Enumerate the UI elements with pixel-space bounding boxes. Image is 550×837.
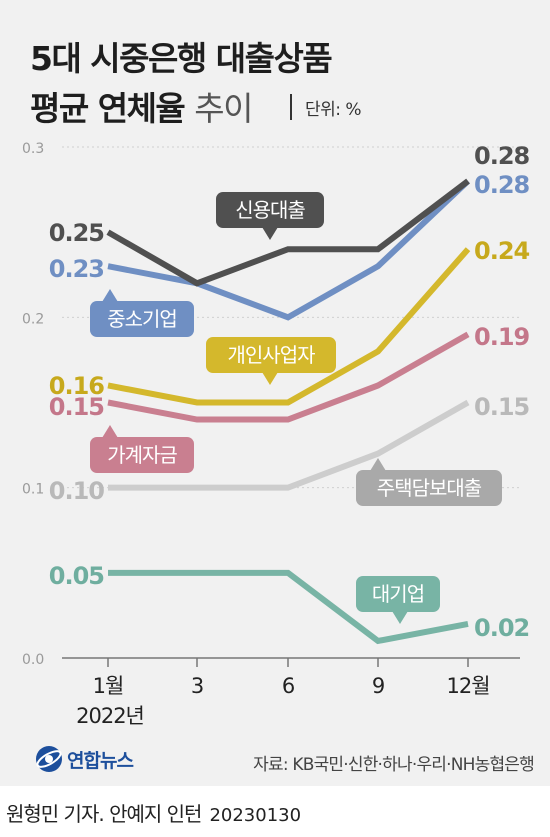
footer-source-row: 연합뉴스 자료: KB국민·신한·하나·우리·NH농협은행 (0, 742, 550, 782)
y-tick-label: 0.2 (22, 311, 44, 327)
series-line-2 (107, 178, 471, 321)
start-value-label: 0.15 (49, 393, 105, 421)
series-name-label: 신용대출 (235, 198, 305, 222)
series-line-3 (107, 247, 471, 406)
series-line-5 (108, 399, 470, 491)
series-line-6 (108, 569, 469, 645)
chart-title-line2: 평균 연체율 추이 (30, 82, 254, 130)
end-value-label: 0.28 (474, 171, 530, 199)
x-tick-label: 1월 (93, 674, 124, 698)
series-label-tail (102, 289, 118, 302)
series-line-4 (107, 331, 470, 423)
x-tick-label: 6 (282, 674, 295, 698)
chart-title: 5대 시중은행 대출상품 (30, 39, 333, 78)
series-label-tail (370, 458, 386, 471)
series-label-box (90, 437, 194, 473)
series-label-box (90, 301, 194, 337)
end-value-label: 0.15 (474, 393, 530, 421)
credit-line: 원형민 기자. 안예지 인턴 20230130 (6, 798, 301, 827)
yonhap-logo-icon (36, 746, 62, 772)
x-tick-label: 12월 (446, 674, 489, 698)
chart-title-bold: 평균 연체율 (30, 89, 186, 128)
series-name-label: 대기업 (372, 582, 424, 606)
x-tick-label: 3 (191, 674, 203, 698)
series-label-tail (262, 227, 278, 240)
end-value-label: 0.28 (474, 142, 530, 170)
series-line-1 (106, 178, 470, 287)
series-label-box (356, 470, 502, 506)
source-text: 자료: KB국민·신한·하나·우리·NH농협은행 (253, 755, 535, 775)
line-chart: 0.0 0.1 0.2 0.3 1월 3 6 9 12월 2022년 0.25 0.28 0.23 0.2… (22, 141, 531, 728)
start-value-label: 0.16 (49, 372, 105, 400)
series-label-box (216, 192, 324, 228)
series-name-label: 개인사업자 (228, 343, 316, 367)
start-value-label: 0.25 (49, 219, 105, 247)
series-label-tail (262, 372, 278, 385)
credit-date: 20230130 (209, 805, 302, 826)
x-sublabel: 2022년 (76, 704, 144, 728)
start-value-label: 0.23 (49, 255, 104, 283)
series-label-box (356, 576, 440, 612)
series-label-box (206, 337, 336, 373)
series-label-tail (392, 611, 408, 624)
end-value-label: 0.24 (474, 237, 530, 265)
end-value-label: 0.02 (474, 614, 529, 642)
start-value-label: 0.05 (49, 562, 105, 590)
end-value-label: 0.19 (474, 323, 530, 351)
chart-panel (0, 0, 550, 786)
yonhap-logo: 연합뉴스 (34, 744, 134, 774)
series-name-label: 중소기업 (107, 307, 177, 331)
series-name-label: 주택담보대출 (377, 476, 482, 500)
unit-divider (290, 94, 292, 120)
y-tick-label: 0.3 (22, 141, 44, 157)
x-tick-label: 9 (372, 674, 384, 698)
y-tick-label: 0.1 (22, 482, 44, 498)
y-tick-label: 0.0 (22, 652, 44, 668)
credit-text: 원형민 기자. 안예지 인턴 (6, 802, 202, 826)
chart-title-light: 추이 (194, 89, 253, 128)
logo-text: 연합뉴스 (67, 749, 134, 772)
series-name-label: 가계자금 (107, 443, 177, 467)
start-value-label: 0.10 (49, 477, 105, 505)
unit-label: 단위: % (305, 100, 362, 120)
series-label-tail (102, 425, 118, 438)
